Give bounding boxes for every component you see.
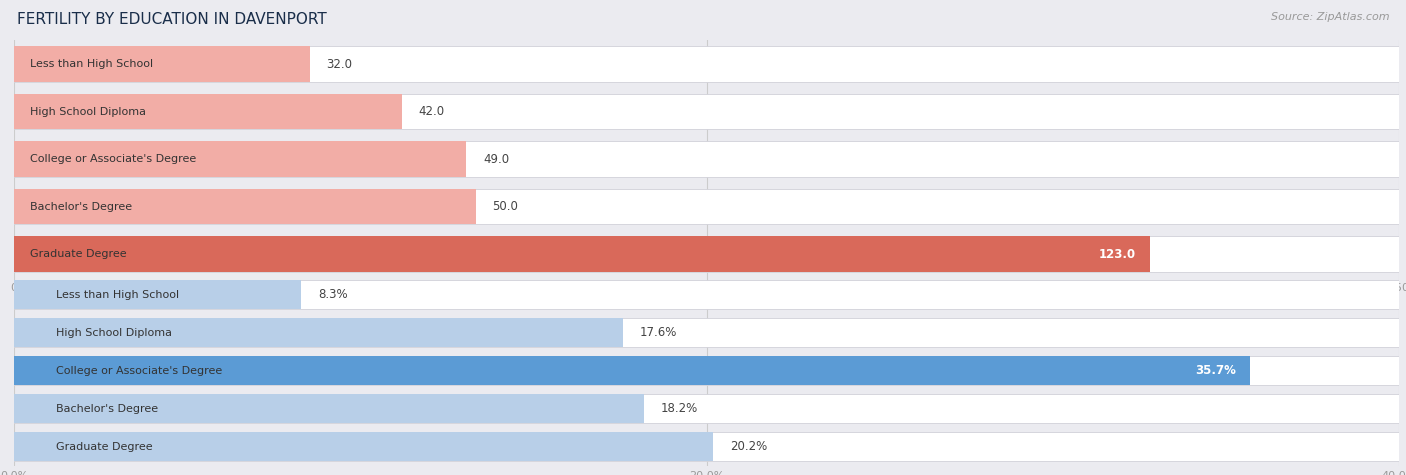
Bar — [14, 280, 301, 309]
Text: 8.3%: 8.3% — [318, 288, 347, 301]
Text: 20.2%: 20.2% — [730, 440, 768, 453]
Text: Source: ZipAtlas.com: Source: ZipAtlas.com — [1271, 12, 1389, 22]
Text: 42.0: 42.0 — [419, 105, 444, 118]
Bar — [14, 94, 402, 129]
Bar — [14, 394, 644, 423]
Text: College or Associate's Degree: College or Associate's Degree — [30, 154, 197, 164]
Text: College or Associate's Degree: College or Associate's Degree — [56, 365, 222, 376]
Bar — [14, 47, 1399, 82]
Bar — [14, 432, 1399, 461]
Bar — [14, 237, 1150, 272]
Bar — [14, 318, 623, 347]
Bar — [14, 280, 1399, 309]
Text: 17.6%: 17.6% — [640, 326, 678, 339]
Text: Graduate Degree: Graduate Degree — [30, 249, 127, 259]
Text: 18.2%: 18.2% — [661, 402, 697, 415]
Bar — [14, 237, 1399, 272]
Bar — [14, 142, 1399, 177]
Bar — [14, 189, 475, 225]
Bar — [14, 318, 1399, 347]
Text: Less than High School: Less than High School — [30, 59, 153, 69]
Bar — [14, 94, 1399, 129]
Text: High School Diploma: High School Diploma — [56, 327, 172, 338]
Bar — [14, 356, 1250, 385]
Text: 49.0: 49.0 — [484, 152, 509, 166]
Text: High School Diploma: High School Diploma — [30, 106, 146, 117]
Text: Bachelor's Degree: Bachelor's Degree — [30, 201, 132, 212]
Bar — [14, 356, 1399, 385]
Text: FERTILITY BY EDUCATION IN DAVENPORT: FERTILITY BY EDUCATION IN DAVENPORT — [17, 12, 326, 27]
Text: 123.0: 123.0 — [1098, 247, 1136, 261]
Bar — [14, 142, 467, 177]
Text: Less than High School: Less than High School — [56, 289, 179, 300]
Text: 35.7%: 35.7% — [1195, 364, 1236, 377]
Text: Bachelor's Degree: Bachelor's Degree — [56, 403, 157, 414]
Text: 50.0: 50.0 — [492, 200, 519, 213]
Bar — [14, 189, 1399, 225]
Bar — [14, 432, 713, 461]
Text: Graduate Degree: Graduate Degree — [56, 441, 152, 452]
Bar — [14, 394, 1399, 423]
Text: 32.0: 32.0 — [326, 57, 352, 71]
Bar — [14, 47, 309, 82]
